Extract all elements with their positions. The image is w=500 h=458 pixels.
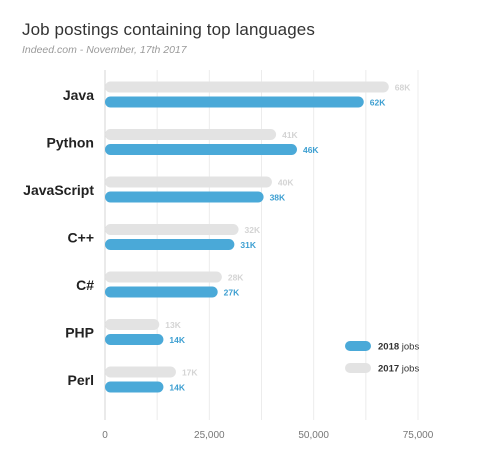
x-tick-label: 75,000 bbox=[403, 430, 434, 441]
x-tick-label: 25,000 bbox=[194, 430, 225, 441]
data-label-2018: 62K bbox=[370, 98, 386, 108]
legend-swatch bbox=[345, 363, 371, 373]
grid-layer bbox=[104, 70, 419, 420]
data-label-2017: 68K bbox=[395, 83, 411, 93]
data-label-2018: 14K bbox=[169, 383, 185, 393]
data-label-2018: 14K bbox=[169, 335, 185, 345]
bar-2017 bbox=[105, 81, 389, 93]
data-label-2018: 27K bbox=[224, 288, 240, 298]
bar-2018 bbox=[105, 239, 235, 250]
bar-2018 bbox=[105, 286, 218, 298]
x-tick-label: 0 bbox=[102, 430, 108, 441]
category-label: C# bbox=[76, 277, 94, 293]
category-label: Java bbox=[63, 87, 94, 103]
bar-2018 bbox=[105, 191, 264, 203]
data-label-2017: 41K bbox=[282, 130, 298, 140]
data-label-2018: 38K bbox=[270, 193, 286, 203]
bar-2018 bbox=[105, 334, 164, 345]
category-label: Python bbox=[47, 135, 94, 151]
data-label-2017: 28K bbox=[228, 273, 244, 283]
data-label-2017: 13K bbox=[165, 320, 181, 330]
legend-swatch bbox=[345, 341, 371, 351]
labels-layer: 0 25,000 50,000 75,000 Java 68K 62K Python 41K 46… bbox=[23, 83, 434, 442]
data-label-2018: 31K bbox=[240, 240, 256, 250]
data-label-2017: 17K bbox=[182, 368, 198, 378]
legend-label: 2018 jobs bbox=[378, 342, 419, 353]
chart-title: Job postings containing top languages bbox=[22, 20, 315, 39]
bar-2017 bbox=[105, 176, 272, 188]
x-tick-label: 50,000 bbox=[298, 430, 329, 441]
data-label-2018: 46K bbox=[303, 145, 319, 155]
bars-layer bbox=[105, 81, 389, 393]
bar-2018 bbox=[105, 381, 164, 393]
chart-subtitle: Indeed.com - November, 17th 2017 bbox=[22, 44, 187, 56]
bar-2017 bbox=[105, 319, 160, 330]
category-label: C++ bbox=[68, 230, 94, 246]
category-label: PHP bbox=[65, 325, 94, 341]
legend-label: 2017 jobs bbox=[378, 364, 419, 375]
bar-2017 bbox=[105, 224, 239, 235]
data-label-2017: 32K bbox=[245, 225, 261, 235]
bar-2018 bbox=[105, 96, 364, 108]
bar-2017 bbox=[105, 366, 176, 378]
bar-2018 bbox=[105, 144, 297, 155]
legend: 2018 jobs 2017 jobs bbox=[345, 341, 419, 375]
category-label: Perl bbox=[68, 372, 94, 388]
bar-2017 bbox=[105, 271, 222, 283]
bar-2017 bbox=[105, 129, 277, 140]
category-label: JavaScript bbox=[23, 182, 94, 198]
data-label-2017: 40K bbox=[278, 178, 294, 188]
